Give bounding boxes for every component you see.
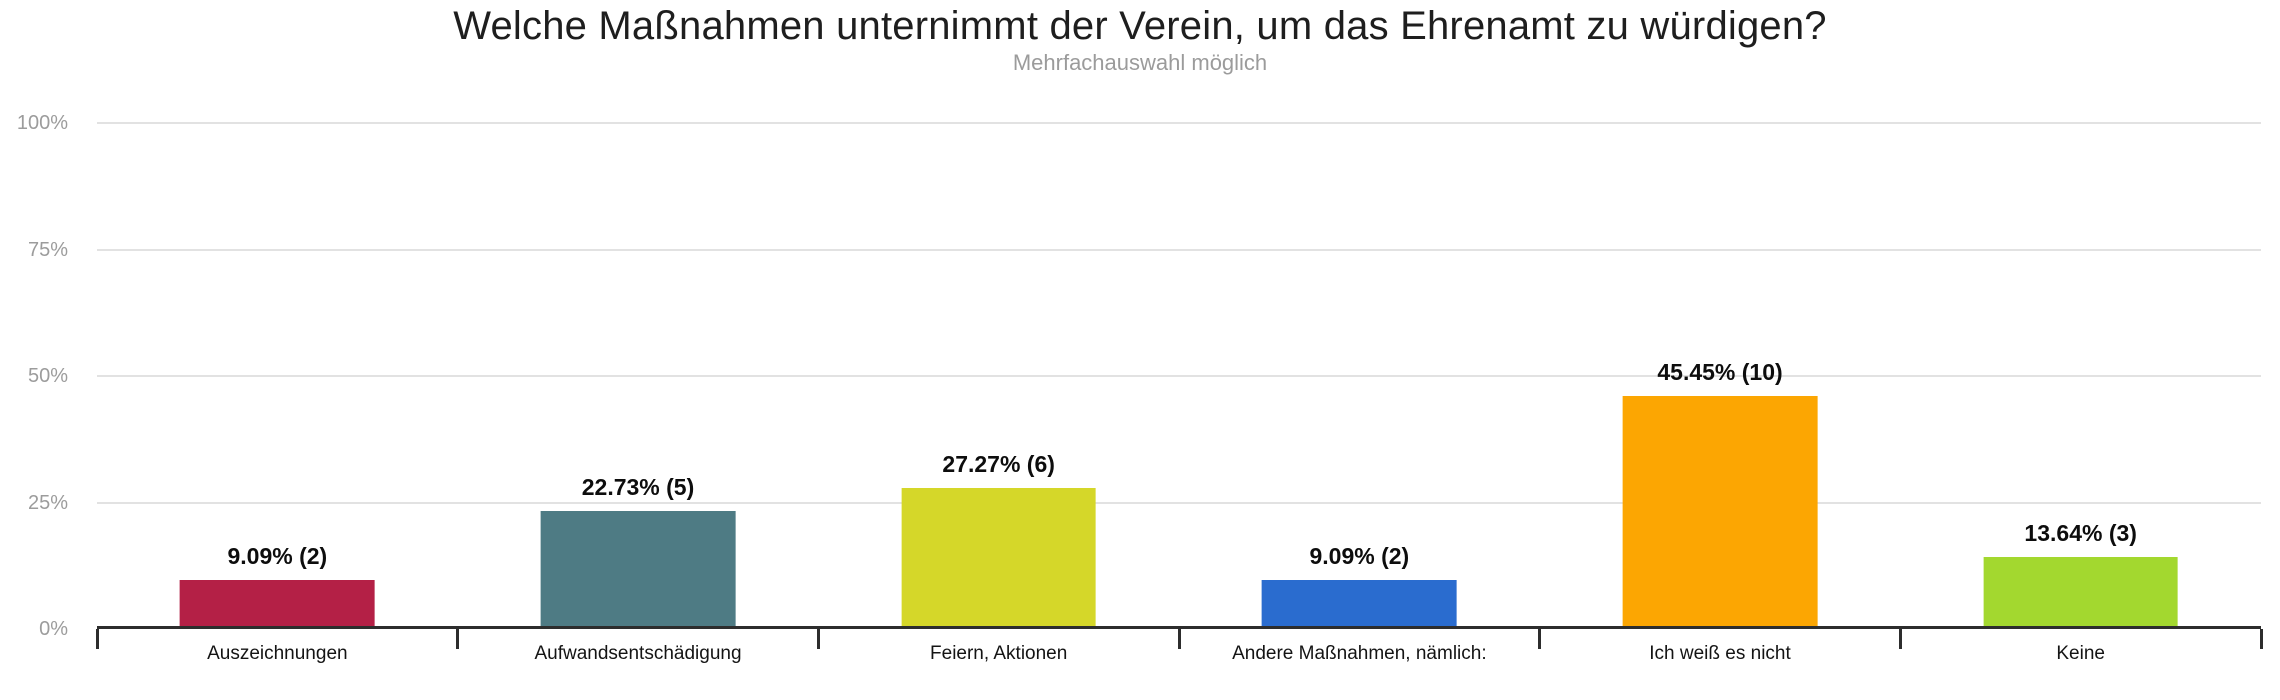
bar-value-label: 27.27% (6) — [942, 451, 1055, 478]
bar-value-label: 9.09% (2) — [1309, 543, 1410, 570]
category-label-keine: Keine — [2056, 643, 2105, 664]
bar-ich-weiss-es-nicht — [1622, 396, 1818, 626]
bar-group-aufwandsentschaedigung: 22.73% (5) Aufwandsentschädigung — [456, 123, 819, 664]
gridline-25 — [97, 501, 2261, 504]
y-axis-tick-label-25: 25% — [27, 492, 68, 514]
bar-auszeichnungen — [179, 580, 375, 626]
x-axis-tick — [1898, 629, 1902, 649]
chart-title: Welche Maßnahmen unternimmt der Verein, … — [453, 4, 1827, 48]
category-label-auszeichnungen: Auszeichnungen — [207, 643, 348, 664]
bar-keine — [1983, 556, 2179, 626]
plot-area: 9.09% (2) Auszeichnungen 22.73% (5) Aufw… — [95, 122, 2263, 664]
y-axis-tick-label-75: 75% — [27, 239, 68, 261]
bar-group-keine: 13.64% (3) Keine — [1898, 123, 2263, 664]
x-axis-tick — [95, 629, 99, 649]
bar-value-label: 22.73% (5) — [581, 474, 695, 500]
bar-slots: 9.09% (2) Auszeichnungen 22.73% (5) Aufw… — [95, 123, 2263, 664]
category-label-aufwandsentschaedigung: Aufwandsentschädigung — [534, 643, 742, 664]
bar-feiern-aktionen — [901, 488, 1097, 626]
y-axis-tick-label-100: 100% — [16, 112, 68, 134]
gridline-50 — [97, 375, 2261, 377]
bar-group-ich-weiss-es-nicht: 45.45% (10) Ich weiß es nicht — [1538, 123, 1901, 664]
bar-value-label: 45.45% (10) — [1657, 359, 1783, 386]
y-axis-tick-label-0: 0% — [39, 618, 68, 640]
x-axis-tick — [1538, 629, 1542, 649]
bar-value-label: 9.09% (2) — [227, 543, 328, 570]
x-axis-tick — [816, 629, 820, 649]
bar-value-label: 13.64% (3) — [2024, 519, 2137, 546]
category-label-feiern-aktionen: Feiern, Aktionen — [930, 643, 1068, 664]
bar-group-auszeichnungen: 9.09% (2) Auszeichnungen — [95, 123, 458, 664]
gridline-100 — [97, 122, 2261, 124]
bar-andere-massnahmen — [1261, 580, 1457, 626]
x-axis-tick — [1177, 629, 1181, 649]
category-label-andere-massnahmen: Andere Maßnahmen, nämlich: — [1232, 643, 1487, 664]
gridline-75 — [97, 248, 2261, 251]
bar-group-andere-massnahmen: 9.09% (2) Andere Maßnahmen, nämlich: — [1177, 123, 1540, 664]
x-axis-tick — [456, 629, 460, 649]
x-axis-end-tick — [2259, 629, 2263, 649]
chart-subtitle: Mehrfachauswahl möglich — [1012, 50, 1268, 75]
y-axis-tick-label-50: 50% — [27, 365, 68, 387]
bar-aufwandsentschaedigung — [540, 511, 736, 626]
category-label-ich-weiss-es-nicht: Ich weiß es nicht — [1649, 643, 1791, 664]
bar-group-feiern-aktionen: 27.27% (6) Feiern, Aktionen — [816, 123, 1179, 664]
